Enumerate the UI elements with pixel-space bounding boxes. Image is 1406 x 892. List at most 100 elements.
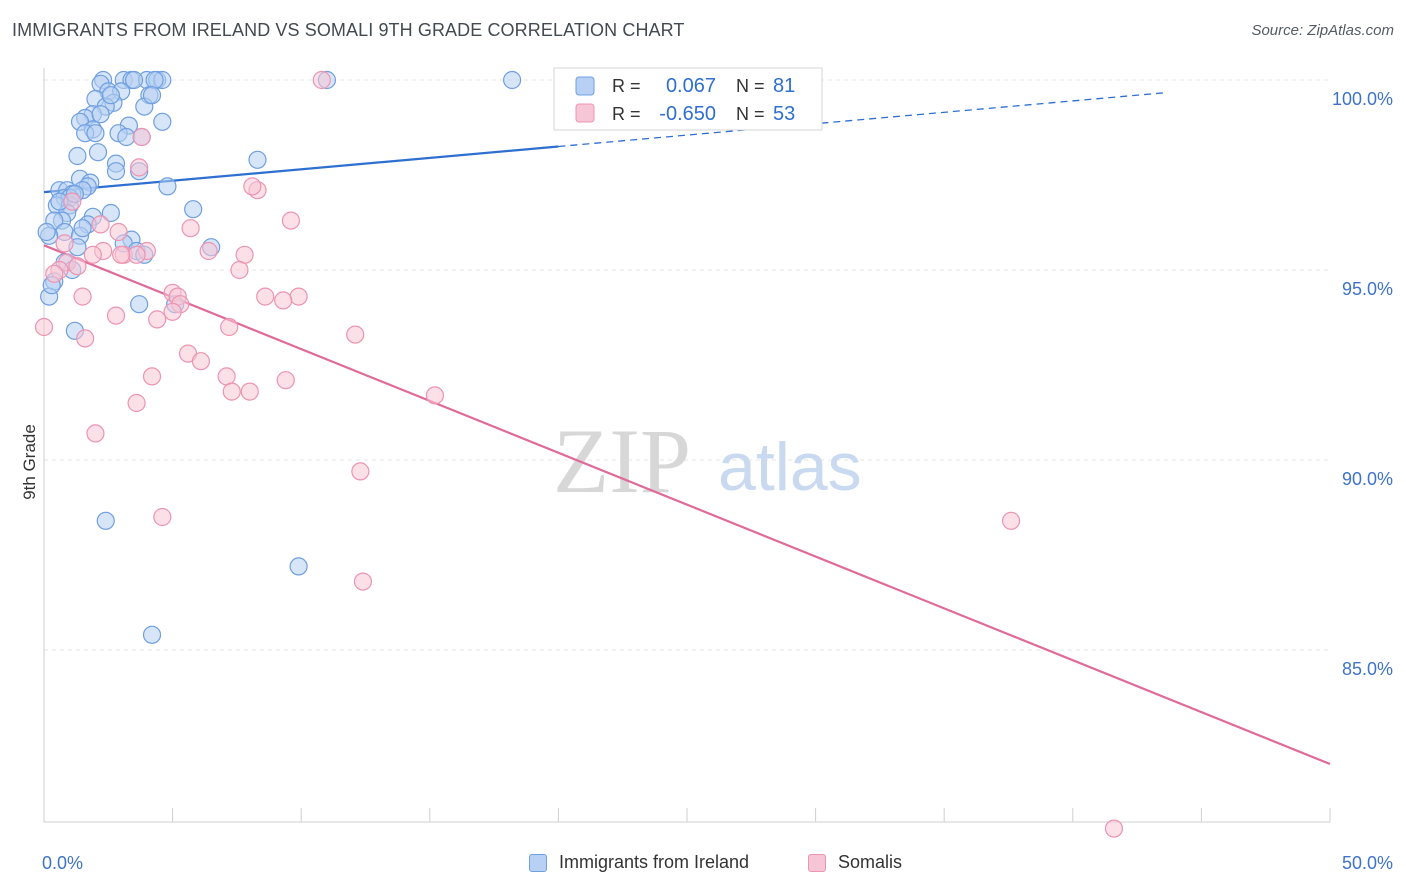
x-tick-label-max: 50.0% bbox=[1342, 853, 1393, 873]
ireland-point bbox=[86, 124, 105, 143]
ireland-point bbox=[142, 86, 162, 105]
somali-point bbox=[281, 211, 301, 230]
chart-title: IMMIGRANTS FROM IRELAND VS SOMALI 9TH GR… bbox=[12, 20, 685, 40]
somali-point bbox=[106, 306, 126, 325]
somali-point bbox=[109, 222, 128, 242]
ireland-point bbox=[248, 150, 267, 169]
ireland-point bbox=[289, 557, 308, 576]
ireland-point bbox=[124, 70, 144, 90]
somali-point bbox=[199, 241, 218, 261]
ireland-point bbox=[88, 143, 108, 162]
watermark-atlas: atlas bbox=[718, 429, 862, 505]
somali-point bbox=[181, 219, 200, 238]
somali-point bbox=[112, 245, 131, 264]
ireland-point bbox=[73, 219, 92, 238]
somali-point bbox=[91, 215, 110, 234]
ireland-point bbox=[503, 70, 522, 90]
somali-point bbox=[312, 70, 331, 90]
somali-point bbox=[230, 260, 249, 280]
source-label: Source: ZipAtlas.com bbox=[1251, 22, 1394, 39]
stats-r-value-blue: 0.067 bbox=[666, 75, 716, 97]
ireland-point bbox=[68, 146, 87, 166]
somali-point bbox=[351, 462, 370, 481]
y-tick-label: 85.0% bbox=[1342, 659, 1393, 679]
somali-point bbox=[222, 382, 241, 401]
somali-point bbox=[83, 245, 102, 264]
legend-swatch-somalis bbox=[808, 853, 826, 872]
somali-point bbox=[1001, 511, 1021, 530]
legend-item-ireland[interactable]: Immigrants from Ireland bbox=[529, 852, 749, 873]
ireland-point bbox=[184, 200, 203, 219]
somali-trend-line bbox=[43, 244, 1331, 766]
stats-r-label-pink: R = bbox=[612, 104, 641, 124]
somali-point bbox=[163, 302, 182, 321]
ireland-trend-extension bbox=[558, 92, 1163, 148]
y-tick-label: 95.0% bbox=[1342, 279, 1393, 299]
stats-n-label-pink: N = bbox=[736, 104, 765, 124]
stats-n-value-blue: 81 bbox=[773, 75, 795, 97]
ireland-point bbox=[142, 625, 162, 644]
series-legend: Immigrants from Ireland Somalis bbox=[0, 852, 1406, 878]
somali-point bbox=[425, 386, 445, 405]
ireland-point bbox=[153, 112, 172, 131]
watermark: ZIP atlas bbox=[553, 410, 862, 512]
y-tick-label: 100.0% bbox=[1332, 89, 1393, 109]
somali-point bbox=[130, 158, 149, 177]
stats-legend-swatch-pink bbox=[575, 103, 595, 123]
data-points bbox=[34, 70, 1124, 838]
somali-point bbox=[132, 127, 151, 147]
somali-point bbox=[148, 310, 167, 329]
somali-point bbox=[243, 177, 262, 196]
grid: 85.0% 90.0% 95.0% 100.0% bbox=[44, 79, 1393, 679]
somali-point bbox=[63, 192, 82, 211]
ireland-point bbox=[130, 295, 149, 314]
somali-point bbox=[220, 317, 239, 337]
somali-point bbox=[235, 245, 254, 264]
ireland-point bbox=[145, 70, 164, 90]
ireland-point bbox=[106, 162, 126, 181]
somali-point bbox=[73, 287, 92, 306]
somali-point bbox=[34, 317, 54, 337]
ireland-point bbox=[37, 222, 56, 242]
somali-point bbox=[274, 291, 293, 310]
watermark-zip: ZIP bbox=[553, 410, 691, 512]
somali-point bbox=[76, 329, 95, 348]
stats-legend-swatch-blue bbox=[575, 76, 595, 96]
somali-point bbox=[127, 393, 146, 413]
stats-legend: R = 0.067 N = 81 R = -0.650 N = 53 bbox=[553, 67, 823, 131]
legend-swatch-ireland bbox=[529, 853, 547, 872]
somali-point bbox=[256, 287, 275, 306]
somali-point bbox=[1104, 819, 1124, 838]
legend-item-somalis[interactable]: Somalis bbox=[808, 852, 902, 873]
ireland-point bbox=[117, 127, 136, 147]
somali-point bbox=[191, 352, 210, 371]
stats-n-value-pink: 53 bbox=[773, 103, 795, 125]
somali-point bbox=[289, 287, 308, 306]
x-tick-label-min: 0.0% bbox=[42, 853, 83, 873]
stats-r-label-blue: R = bbox=[612, 76, 641, 96]
somali-point bbox=[45, 264, 64, 283]
somali-point bbox=[55, 234, 74, 253]
y-tick-label: 90.0% bbox=[1342, 469, 1393, 489]
somali-point bbox=[86, 424, 105, 443]
somali-point bbox=[276, 371, 295, 390]
ireland-point bbox=[101, 86, 120, 105]
ireland-point bbox=[158, 177, 177, 196]
y-axis-label: 9th Grade bbox=[20, 424, 39, 500]
trend-lines bbox=[43, 92, 1331, 766]
somali-point bbox=[127, 245, 146, 264]
ireland-trend-line bbox=[43, 145, 559, 194]
legend-label-ireland: Immigrants from Ireland bbox=[559, 852, 750, 872]
somali-point bbox=[353, 572, 373, 591]
legend-label-somalis: Somalis bbox=[838, 852, 903, 872]
ireland-point bbox=[96, 511, 115, 530]
stats-n-label-blue: N = bbox=[736, 76, 765, 96]
somali-point bbox=[68, 257, 87, 276]
ireland-point bbox=[91, 105, 110, 124]
somali-point bbox=[142, 367, 162, 386]
somali-point bbox=[153, 507, 172, 527]
somali-point bbox=[240, 382, 259, 401]
somali-point bbox=[346, 325, 365, 344]
stats-r-value-pink: -0.650 bbox=[659, 103, 716, 125]
